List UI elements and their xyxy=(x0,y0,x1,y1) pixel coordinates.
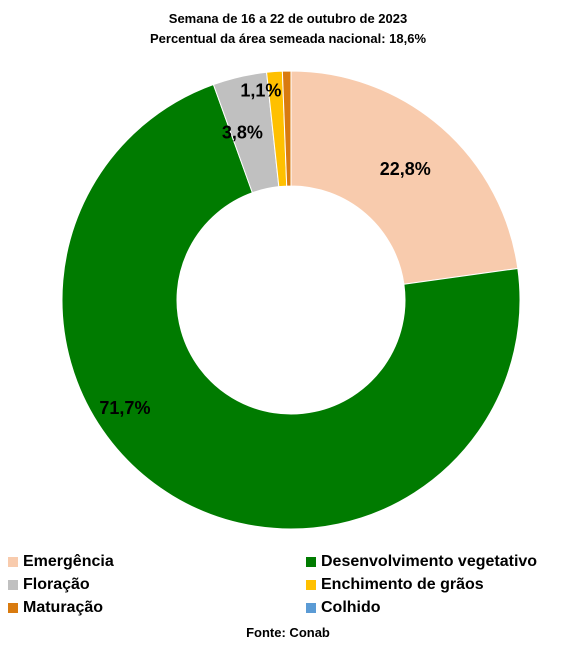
legend-label-colhido: Colhido xyxy=(321,599,381,616)
legend-label-emergencia: Emergência xyxy=(23,553,114,570)
legend-swatch-colhido xyxy=(306,603,316,613)
slice-maturacao xyxy=(281,70,292,187)
legend-swatch-enchimento-de-graos xyxy=(306,580,316,590)
legend-swatch-floracao xyxy=(8,580,18,590)
data-label-emergencia: 22,8% xyxy=(380,159,431,179)
legend-item-floracao: Floração xyxy=(8,574,90,596)
legend-item-emergencia: Emergência xyxy=(8,551,114,573)
legend-swatch-maturacao xyxy=(8,603,18,613)
data-label-desenvolvimento-vegetativo: 71,7% xyxy=(99,398,150,418)
legend-item-colhido: Colhido xyxy=(306,597,381,619)
donut-data-labels: 22,8% 71,7% 3,8% 1,1% xyxy=(99,81,430,418)
legend-swatch-emergencia xyxy=(8,557,18,567)
chart-subtitle: Percentual da área semeada nacional: 18,… xyxy=(149,31,427,46)
chart-title: Semana de 16 a 22 de outubro de 2023 xyxy=(168,11,408,26)
legend-label-maturacao: Maturação xyxy=(23,599,104,616)
slice-emergencia xyxy=(290,70,519,285)
legend-label-floracao: Floração xyxy=(23,576,90,593)
legend-swatch-desenvolvimento-vegetativo xyxy=(306,557,316,567)
data-label-floracao: 3,8% xyxy=(222,122,263,142)
legend-label-enchimento-de-graos: Enchimento de grãos xyxy=(321,576,484,593)
legend-item-maturacao: Maturação xyxy=(8,597,103,619)
legend-item-enchimento-de-graos: Enchimento de grãos xyxy=(306,574,484,596)
legend-label-desenvolvimento-vegetativo: Desenvolvimento vegetativo xyxy=(321,553,538,570)
legend-item-desenvolvimento-vegetativo: Desenvolvimento vegetativo xyxy=(306,551,537,573)
slice-desenvolvimento-vegetativo xyxy=(61,83,521,530)
data-label-enchimento-de-graos: 1,1% xyxy=(240,81,281,101)
donut-chart: 22,8% 71,7% 3,8% 1,1% xyxy=(61,70,521,530)
source-note: Fonte: Conab xyxy=(246,625,330,640)
donut-slices xyxy=(61,70,521,530)
